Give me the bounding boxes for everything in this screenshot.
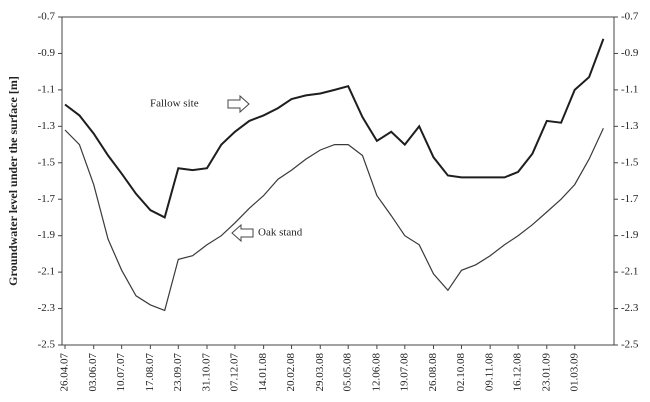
y2-tick-label: -1.5 bbox=[621, 156, 639, 168]
x-tick-label: 16.12.08 bbox=[512, 353, 524, 392]
x-tick-label: 29.03.08 bbox=[314, 353, 326, 392]
y-tick-label: -0.7 bbox=[38, 11, 56, 23]
x-tick-label: 01.03.09 bbox=[568, 353, 580, 392]
series-line bbox=[64, 127, 604, 312]
y-tick-label: -1.9 bbox=[38, 229, 56, 241]
plot-frame bbox=[61, 16, 615, 346]
x-tick-label: 26.04.07 bbox=[59, 353, 71, 392]
y2-tick-label: -2.1 bbox=[621, 266, 638, 278]
y-tick-label: -2.5 bbox=[38, 339, 56, 351]
annotation: Oak stand bbox=[258, 227, 303, 239]
y-tick-label: -0.9 bbox=[38, 47, 56, 59]
y-tick-label: -1.3 bbox=[38, 120, 56, 132]
x-tick-label: 12.06.08 bbox=[370, 353, 382, 392]
x-tick-label: 23.01.09 bbox=[540, 353, 552, 392]
annotation-arrow bbox=[231, 223, 254, 243]
y2-tick-label: -0.9 bbox=[621, 47, 639, 59]
y-axis-label: Groundwater level under the surface [m] bbox=[6, 76, 20, 286]
y2-tick-label: -1.3 bbox=[621, 120, 639, 132]
x-tick-label: 26.08.08 bbox=[427, 353, 439, 392]
x-tick-label: 23.09.07 bbox=[172, 353, 184, 392]
series-line bbox=[64, 38, 605, 219]
y-tick-label: -2.1 bbox=[38, 266, 55, 278]
y2-tick-label: -1.7 bbox=[621, 193, 639, 205]
y2-tick-label: -1.9 bbox=[621, 229, 639, 241]
y2-tick-label: -0.7 bbox=[621, 11, 639, 23]
y2-tick-label: -2.5 bbox=[621, 339, 639, 351]
x-tick-label: 10.07.07 bbox=[115, 353, 127, 392]
x-tick-label: 09.11.08 bbox=[484, 353, 496, 392]
x-tick-label: 05.05.08 bbox=[342, 353, 354, 392]
x-tick-label: 19.07.08 bbox=[398, 353, 410, 392]
y2-tick-label: -2.3 bbox=[621, 302, 639, 314]
x-tick-label: 07.12.07 bbox=[228, 353, 240, 392]
x-tick-label: 03.06.07 bbox=[87, 353, 99, 392]
x-tick-label: 02.10.08 bbox=[455, 353, 467, 392]
y-tick-label: -2.3 bbox=[38, 302, 56, 314]
annotation-arrow bbox=[227, 94, 250, 114]
y-tick-label: -1.5 bbox=[38, 156, 56, 168]
x-tick-label: 17.08.07 bbox=[144, 353, 156, 392]
y-tick-label: -1.7 bbox=[38, 193, 56, 205]
annotation: Fallow site bbox=[150, 98, 199, 110]
x-tick-label: 31.10.07 bbox=[201, 353, 213, 392]
x-tick-label: 20.02.08 bbox=[285, 353, 297, 392]
y-tick-label: -1.1 bbox=[38, 83, 55, 95]
y2-tick-label: -1.1 bbox=[621, 83, 638, 95]
x-tick-label: 14.01.08 bbox=[257, 353, 269, 392]
